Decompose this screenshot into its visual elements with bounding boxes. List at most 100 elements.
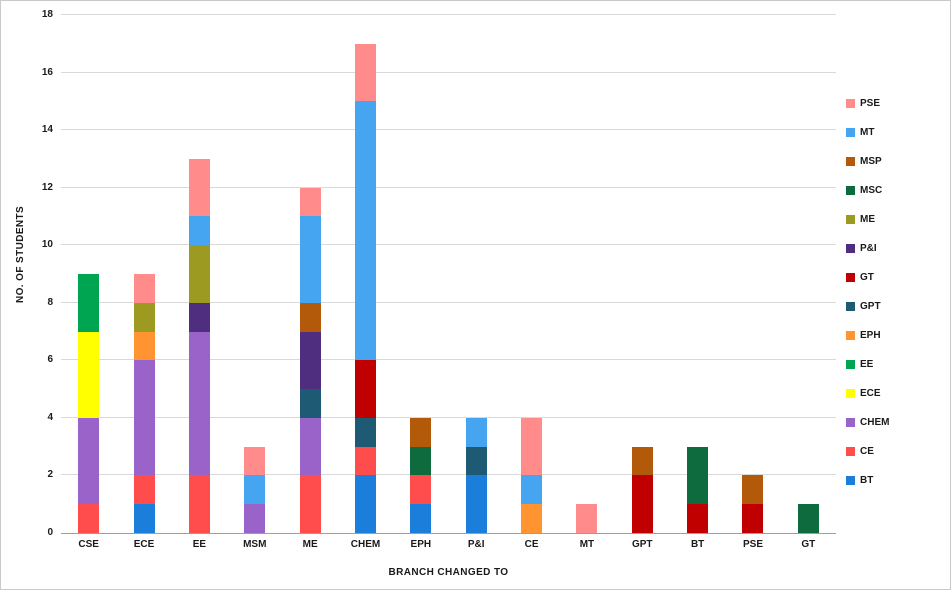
bar-stack [797, 15, 819, 533]
x-tick-label: EE [192, 539, 207, 550]
bar-segment-PSE [188, 158, 210, 217]
legend-label: CE [860, 446, 874, 457]
bar-stack [410, 15, 432, 533]
gridline [61, 416, 836, 418]
legend-swatch [846, 389, 855, 398]
bar-slot-CE [504, 15, 559, 533]
legend-label: CHEM [860, 417, 890, 428]
gridline [61, 244, 836, 246]
bar-segment-GPT [299, 389, 321, 418]
x-tick-label: ECE [133, 539, 155, 550]
legend-item: MSC [846, 176, 889, 205]
bar-stack [465, 15, 487, 533]
legend-swatch [846, 157, 855, 166]
legend-item: P&I [846, 234, 889, 263]
legend-label: GT [860, 272, 874, 283]
y-tick-label: 18 [41, 9, 53, 20]
gridline [61, 186, 836, 188]
bar-slot-PSE [725, 15, 780, 533]
bar-segment-CHEM [78, 417, 100, 505]
legend-item: EPH [846, 321, 889, 350]
x-tick-label: PSE [742, 539, 763, 550]
bar-slot-ME [282, 15, 337, 533]
bar-segment-ME [133, 302, 155, 332]
x-tick-label: CSE [78, 539, 99, 550]
y-tick-label: 6 [47, 354, 53, 366]
x-tick-label: CHEM [350, 539, 381, 550]
bars-container [61, 15, 836, 533]
bar-segment-PSE [244, 446, 266, 476]
bar-segment-CE [410, 475, 432, 505]
legend-swatch [846, 99, 855, 108]
legend-item: EE [846, 350, 889, 379]
x-tick-label: MT [579, 539, 595, 550]
bar-stack [188, 15, 210, 533]
bar-stack [299, 15, 321, 533]
legend-label: EE [860, 359, 874, 370]
bar-segment-MSC [687, 446, 709, 505]
bar-segment-CE [299, 475, 321, 533]
legend-item: PSE [846, 89, 889, 118]
y-tick-label: 10 [41, 239, 53, 251]
legend-swatch [846, 273, 855, 282]
gridline [61, 301, 836, 303]
legend-label: MSP [860, 156, 882, 167]
bar-segment-MT [299, 216, 321, 303]
bar-slot-MT [559, 15, 614, 533]
legend-swatch [846, 476, 855, 485]
bar-slot-GT [781, 15, 836, 533]
legend-item: BT [846, 466, 889, 495]
legend-swatch [846, 128, 855, 137]
bar-segment-GT [631, 475, 653, 533]
bar-stack [78, 15, 100, 533]
x-axis-title: BRANCH CHANGED TO [388, 567, 509, 578]
bar-segment-P&I [299, 331, 321, 390]
bar-segment-CHEM [133, 360, 155, 476]
x-axis-tick-labels: CSE ECE EE MSM ME CHEM EPH P&I CE MT GPT BT PSE GT [61, 539, 836, 550]
bar-segment-MSP [742, 475, 764, 505]
bar-stack [354, 15, 376, 533]
gridline [61, 474, 836, 476]
legend-swatch [846, 418, 855, 427]
legend: PSE MT MSP MSC ME P&I GT GPT EPH EE ECE CHEM CE BT [846, 89, 889, 495]
bar-segment-EPH [521, 504, 543, 533]
bar-segment-PSE [354, 43, 376, 102]
legend-item: CHEM [846, 408, 889, 437]
bar-segment-BT [410, 504, 432, 533]
legend-item: CE [846, 437, 889, 466]
x-tick-label: P&I [467, 539, 485, 550]
bar-slot-BT [670, 15, 725, 533]
legend-swatch [846, 302, 855, 311]
bar-segment-GPT [354, 417, 376, 447]
bar-segment-GPT [465, 446, 487, 476]
legend-item: MT [846, 118, 889, 147]
gridline [61, 359, 836, 361]
bar-segment-BT [133, 504, 155, 533]
y-tick-label: 8 [47, 296, 53, 308]
bar-segment-MT [244, 475, 266, 505]
bar-segment-CHEM [244, 504, 266, 533]
bar-stack [576, 15, 598, 533]
legend-item: GT [846, 263, 889, 292]
legend-swatch [846, 360, 855, 369]
gridline [61, 14, 836, 15]
legend-label: MT [860, 127, 875, 138]
legend-label: BT [860, 475, 874, 486]
legend-label: PSE [860, 98, 881, 109]
bar-stack [521, 15, 543, 533]
bar-slot-CSE [61, 15, 116, 533]
bar-segment-EE [78, 274, 100, 332]
bar-segment-MT [354, 101, 376, 361]
legend-label: P&I [860, 243, 877, 254]
bar-stack [133, 15, 155, 533]
legend-item: MSP [846, 147, 889, 176]
y-tick-label: 16 [41, 66, 53, 78]
legend-swatch [846, 447, 855, 456]
x-tick-label: CE [524, 539, 539, 550]
bar-segment-MSP [299, 302, 321, 332]
bar-segment-CHEM [299, 417, 321, 476]
x-tick-label: EPH [410, 539, 432, 550]
y-tick-label: 14 [41, 124, 53, 136]
bar-segment-EPH [133, 331, 155, 361]
legend-swatch [846, 215, 855, 224]
